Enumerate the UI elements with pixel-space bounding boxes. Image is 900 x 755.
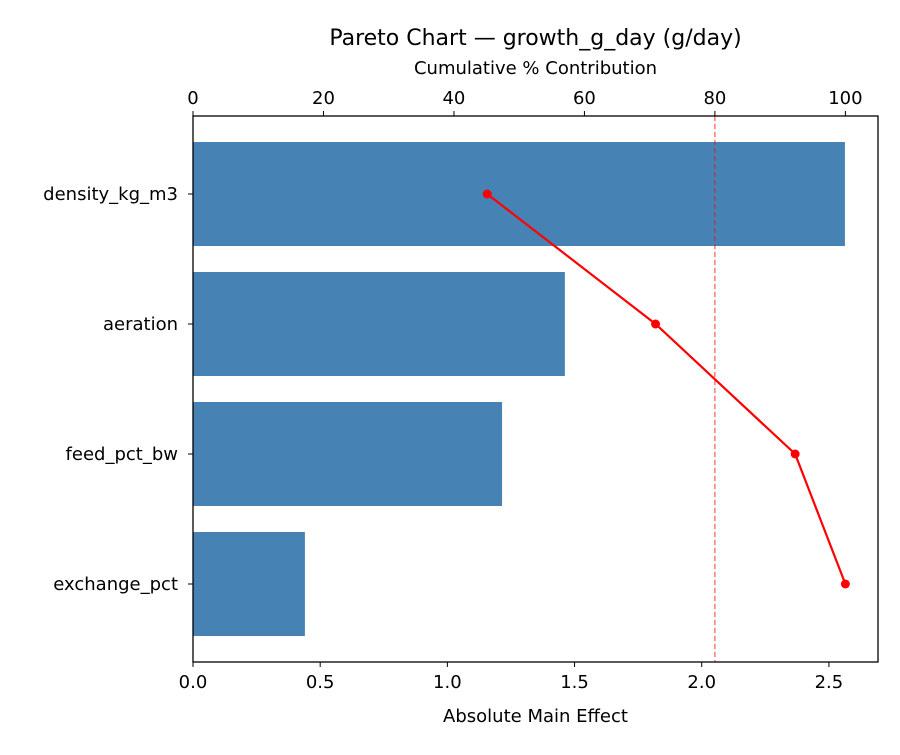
x-tick-label: 1.0 [433, 672, 462, 693]
cumulative-point [790, 449, 800, 459]
x-tick-label: 1.5 [560, 672, 589, 693]
bar-aeration [193, 272, 565, 376]
cumulative-line [486, 193, 847, 585]
cumulative-point [840, 579, 850, 589]
bar-density_kg_m3 [193, 142, 845, 246]
x-axis-label: Absolute Main Effect [443, 706, 628, 727]
y-tick-label: feed_pct_bw [66, 444, 178, 465]
y-tick-label: density_kg_m3 [43, 184, 178, 205]
cumulative-point [651, 319, 661, 329]
x-tick-label: 2.5 [815, 672, 844, 693]
top-x-tick-label: 0 [187, 88, 198, 109]
y-tick-label: exchange_pct [53, 574, 178, 595]
plot-frame [192, 115, 879, 663]
top-axis-label: Cumulative % Contribution [414, 58, 657, 79]
chart-title: Pareto Chart — growth_g_day (g/day) [329, 26, 741, 51]
cumulative-point [482, 189, 492, 199]
top-x-tick-label: 40 [442, 88, 465, 109]
x-tick-label: 2.0 [687, 672, 716, 693]
bar-feed_pct_bw [193, 402, 503, 506]
top-x-tick-label: 60 [573, 88, 596, 109]
bar-exchange_pct [193, 532, 305, 636]
top-x-tick-label: 80 [703, 88, 726, 109]
x-tick-label: 0.0 [179, 672, 208, 693]
x-tick-label: 0.5 [306, 672, 335, 693]
top-x-tick-label: 20 [312, 88, 335, 109]
top-x-tick-label: 100 [828, 88, 862, 109]
y-tick-label: aeration [103, 314, 178, 335]
